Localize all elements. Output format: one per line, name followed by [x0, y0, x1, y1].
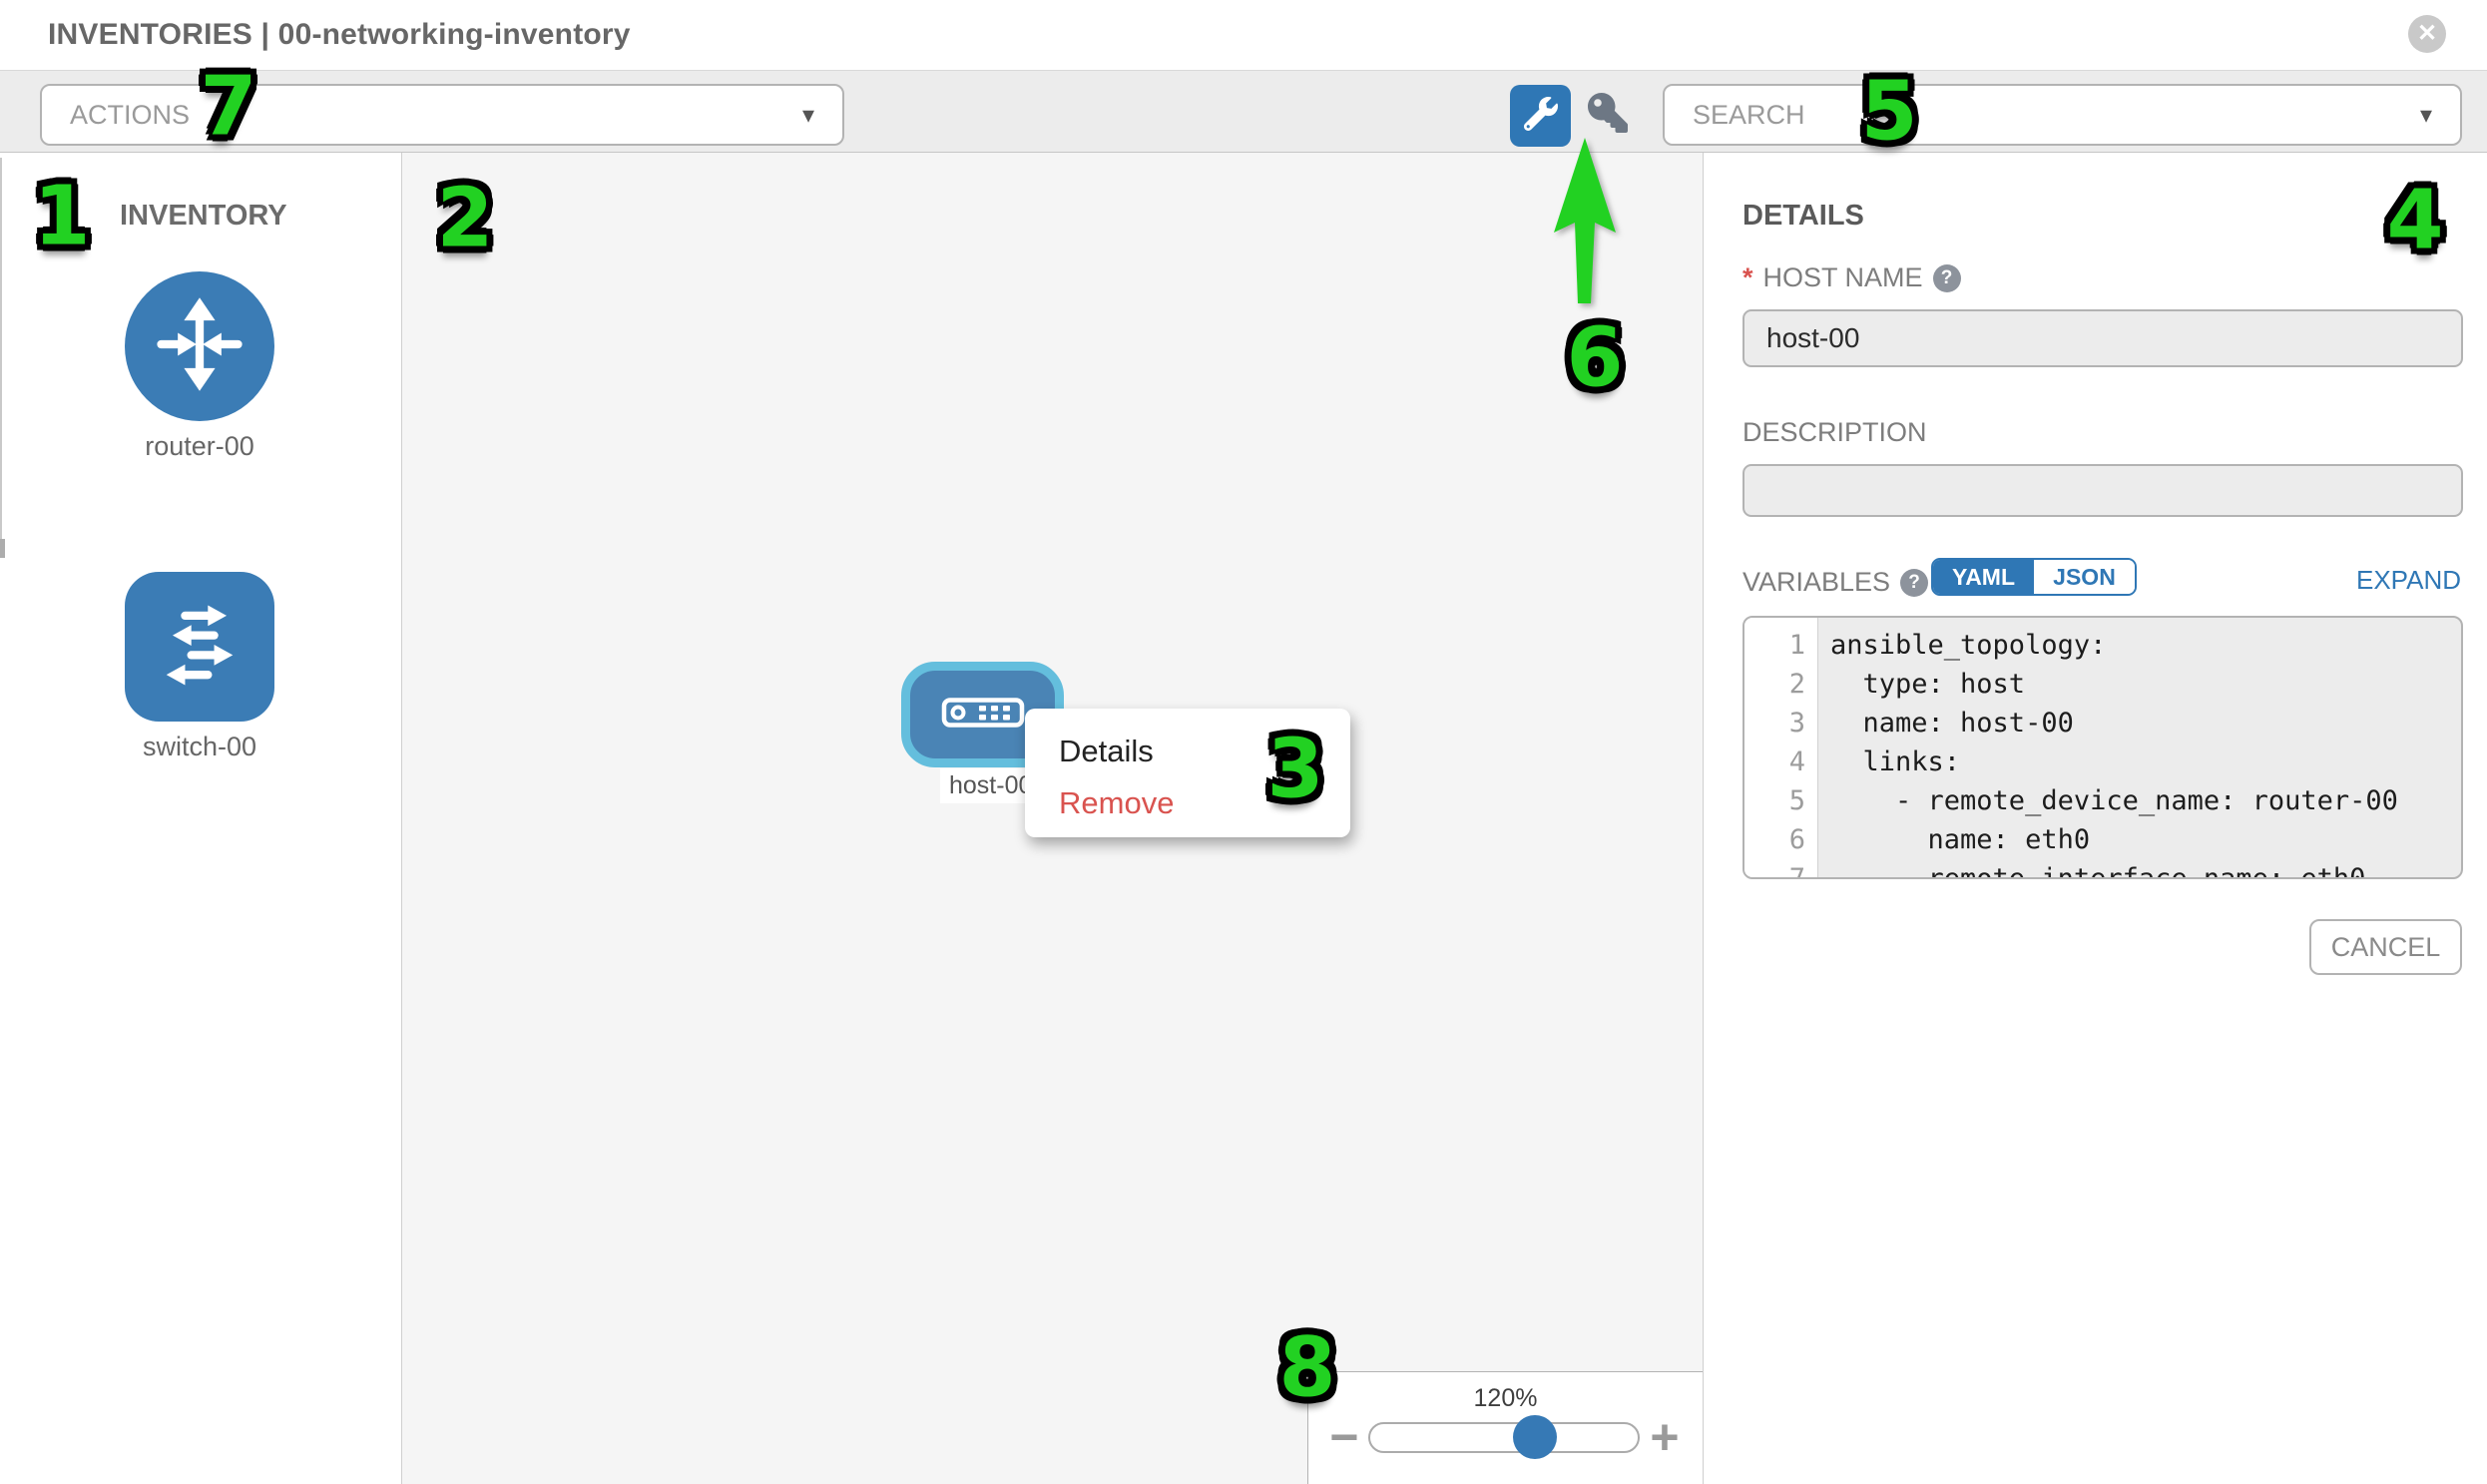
host-name-input[interactable]	[1742, 309, 2463, 367]
annotation-7: 7	[200, 59, 257, 155]
code-line: remote_interface_name: eth0	[1830, 863, 2366, 879]
code-line: name: eth0	[1830, 824, 2091, 855]
code-line: ansible_topology:	[1830, 630, 2107, 661]
router-label: router-00	[145, 431, 254, 461]
line-number: 5	[1788, 785, 1805, 816]
context-menu-item-remove[interactable]: Remove	[1059, 785, 1175, 820]
annotation-4: 4	[2386, 173, 2444, 268]
description-label-row: DESCRIPTION	[1742, 417, 1927, 448]
zoom-slider-track[interactable]	[1368, 1415, 1640, 1459]
search-dropdown-label: SEARCH	[1693, 99, 1805, 130]
details-panel-title: DETAILS	[1742, 200, 1864, 232]
required-star: *	[1742, 262, 1753, 292]
zoom-level-label: 120%	[1473, 1384, 1538, 1412]
code-line: links:	[1830, 746, 1961, 777]
variables-label: VARIABLES	[1742, 567, 1891, 597]
expand-link[interactable]: EXPAND	[2356, 565, 2461, 595]
left-edge-scroll-thumb[interactable]	[0, 539, 5, 558]
description-label: DESCRIPTION	[1742, 417, 1927, 447]
page-header: INVENTORIES | 00-networking-inventory ✕	[0, 0, 2487, 71]
description-input[interactable]	[1742, 464, 2463, 517]
context-menu: Details Remove	[1025, 709, 1350, 837]
line-number: 7	[1788, 863, 1805, 879]
key-credentials-button[interactable]	[1585, 92, 1631, 138]
host-name-label: HOST NAME	[1762, 262, 1923, 292]
host-name-label-row: * HOST NAME ?	[1742, 262, 1961, 293]
switch-icon	[148, 593, 251, 702]
sidebar-item-router[interactable]	[125, 271, 274, 421]
chevron-down-icon: ▾	[801, 101, 814, 129]
configure-tools-button[interactable]	[1510, 85, 1571, 147]
host-node-label: host-00	[940, 768, 1042, 803]
context-menu-item-details[interactable]: Details	[1059, 734, 1154, 768]
close-icon: ✕	[2416, 20, 2438, 47]
key-icon	[1588, 92, 1628, 138]
actions-dropdown[interactable]: ACTIONS ▾	[40, 84, 844, 146]
variables-code-editor[interactable]: 1 2 3 4 5 6 7 ansible_topology: type: ho…	[1742, 616, 2463, 879]
code-line: name: host-00	[1830, 708, 2074, 739]
line-number: 2	[1788, 669, 1805, 700]
annotation-8: 8	[1278, 1320, 1336, 1416]
zoom-out-button[interactable]: −	[1329, 1409, 1359, 1465]
page-title: INVENTORIES | 00-networking-inventory	[48, 18, 631, 51]
router-icon	[148, 292, 251, 401]
annotation-arrow-up-icon	[1551, 136, 1621, 312]
close-button[interactable]: ✕	[2408, 15, 2446, 53]
zoom-in-button[interactable]: +	[1650, 1409, 1680, 1465]
line-number: 4	[1788, 746, 1805, 777]
annotation-1: 1	[33, 169, 91, 264]
code-line: type: host	[1830, 669, 2026, 700]
annotation-5: 5	[1860, 64, 1918, 160]
help-icon[interactable]: ?	[1932, 263, 1961, 292]
switch-label: switch-00	[142, 732, 257, 761]
line-number: 1	[1788, 630, 1805, 661]
zoom-slider-thumb[interactable]	[1513, 1415, 1557, 1459]
cancel-button[interactable]: CANCEL	[2309, 919, 2462, 975]
sidebar-item-switch[interactable]	[125, 572, 274, 722]
host-icon	[941, 697, 1025, 733]
code-line-numbers: 1 2 3 4 5 6 7	[1744, 618, 1818, 877]
sidebar-title: INVENTORY	[120, 200, 287, 232]
annotation-6: 6	[1566, 310, 1624, 406]
wrench-icon	[1523, 96, 1558, 136]
code-line: - remote_device_name: router-00	[1830, 785, 2398, 816]
variables-format-toggle: YAML JSON	[1931, 558, 2137, 596]
line-number: 6	[1788, 824, 1805, 855]
left-edge-divider	[0, 158, 2, 541]
search-dropdown[interactable]: SEARCH ▾	[1663, 84, 2462, 146]
code-content[interactable]: ansible_topology: type: host name: host-…	[1818, 618, 2461, 877]
toggle-json-button[interactable]: JSON	[2034, 560, 2135, 594]
line-number: 3	[1788, 708, 1805, 739]
chevron-down-icon: ▾	[2419, 101, 2432, 129]
zoom-control: 120% − +	[1307, 1371, 1704, 1484]
toggle-yaml-button[interactable]: YAML	[1933, 560, 2034, 594]
annotation-3: 3	[1266, 722, 1324, 817]
variables-label-row: VARIABLES ?	[1742, 567, 1929, 598]
annotation-2: 2	[436, 171, 494, 266]
actions-dropdown-label: ACTIONS	[70, 99, 191, 130]
help-icon[interactable]: ?	[1900, 568, 1929, 597]
